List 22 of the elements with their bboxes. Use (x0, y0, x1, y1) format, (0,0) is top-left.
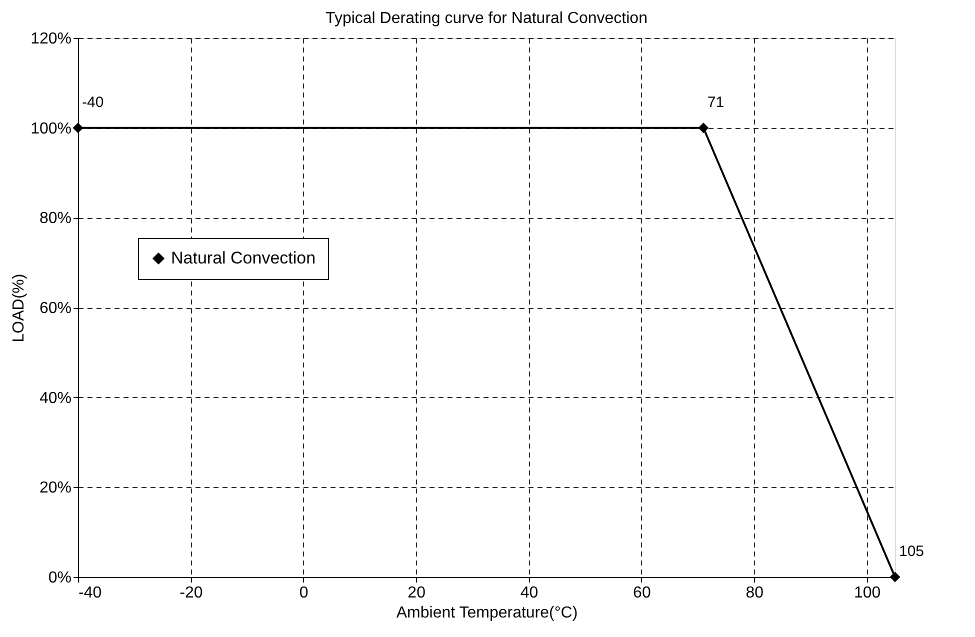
y-tick-label: 0% (48, 570, 72, 586)
x-tick-label: -20 (180, 584, 203, 602)
annotation: -40 (82, 94, 104, 111)
x-tick-label: 100 (854, 584, 881, 602)
chart-title: Typical Derating curve for Natural Convection (326, 10, 648, 27)
y-tick-label: 60% (39, 300, 72, 317)
y-tick-label: 40% (39, 390, 72, 407)
x-tick-label: 0 (299, 584, 308, 602)
annotation: 105 (899, 543, 924, 560)
x-tick-label: 20 (408, 584, 426, 602)
y-tick-label: 80% (39, 210, 72, 228)
y-tick-label: 20% (39, 480, 72, 497)
x-tick-label: 40 (520, 584, 538, 602)
y-tick-label: 100% (30, 120, 72, 138)
y-tick-label: 120% (30, 30, 72, 48)
x-tick-label: 80 (746, 584, 764, 602)
x-axis-title: Ambient Temperature(°C) (396, 604, 578, 622)
x-tick-label: 60 (633, 584, 651, 602)
legend-label: Natural Convection (171, 248, 316, 268)
x-tick-label: -40 (78, 584, 102, 602)
annotation: 71 (707, 94, 724, 111)
y-axis-title: LOAD(%) (10, 274, 28, 342)
